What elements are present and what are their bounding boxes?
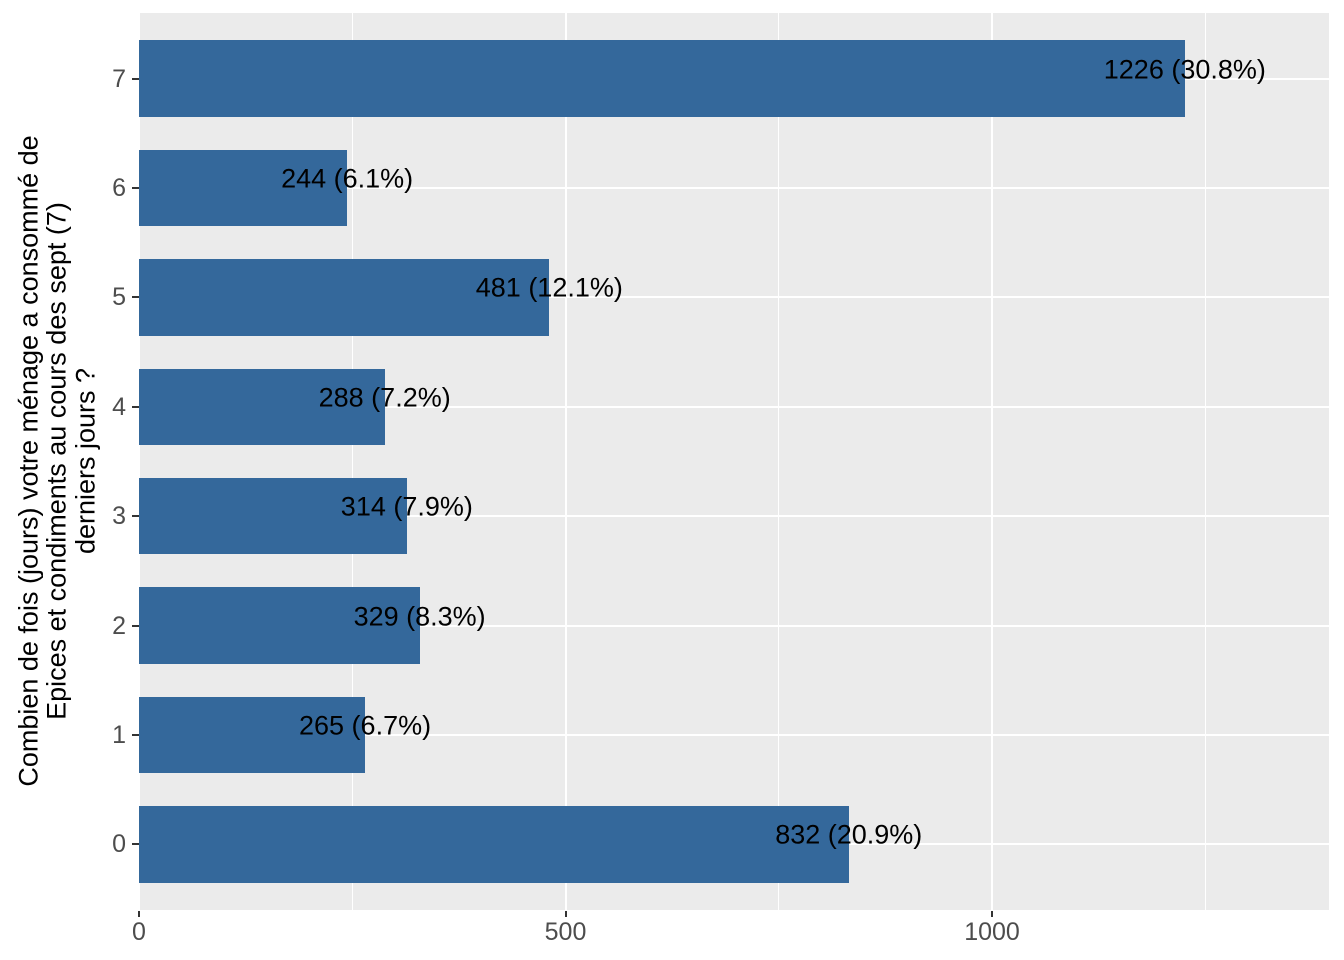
y-tick-mark [132, 296, 139, 299]
y-tick-mark [132, 843, 139, 846]
gridline-x-major [564, 13, 567, 910]
x-tick-mark [138, 911, 140, 917]
bar-value-label-3: 314 (7.9%) [340, 491, 473, 522]
x-tick-label-1000: 1000 [964, 918, 1020, 946]
y-tick-mark [132, 187, 139, 190]
plot-panel: 1226 (30.8%) 244 (6.1%) 481 (12.1%) 288 (7.… [139, 13, 1329, 910]
x-tick-label-0: 0 [132, 918, 146, 946]
bar-value-label-0: 832 (20.9%) [775, 819, 923, 850]
bar-7 [139, 40, 1185, 117]
y-tick-label-0: 0 [112, 830, 126, 859]
bar-value-label-1: 265 (6.7%) [299, 710, 432, 741]
bar-5 [139, 259, 550, 336]
y-tick-label-4: 4 [112, 392, 126, 421]
y-tick-label-6: 6 [112, 174, 126, 203]
bar-value-label-2: 329 (8.3%) [353, 601, 486, 632]
gridline-y-major [139, 515, 1329, 518]
y-tick-label-3: 3 [112, 502, 126, 531]
bar-1 [139, 696, 366, 774]
bar-value-label-4: 288 (7.2%) [318, 382, 451, 413]
gridline-x-major [139, 13, 140, 910]
bar-0 [139, 806, 849, 883]
y-tick-mark [132, 405, 139, 408]
bar-3 [139, 477, 407, 555]
y-tick-label-7: 7 [112, 64, 126, 93]
gridline-x-minor [351, 13, 353, 910]
x-tick-mark [564, 911, 567, 917]
y-tick-mark [132, 77, 139, 80]
y-tick-mark [132, 624, 139, 627]
y-tick-mark [132, 733, 139, 736]
gridline-y-major [139, 624, 1329, 627]
y-axis-title: Combien de fois (jours) votre ménage a c… [13, 135, 101, 787]
x-tick-mark [991, 911, 994, 917]
bar-value-label-7: 1226 (30.8%) [1103, 54, 1266, 85]
x-tick-label-500: 500 [544, 918, 587, 946]
bar-2 [139, 587, 420, 664]
gridline-y-major [139, 187, 1329, 190]
gridline-y-major [139, 296, 1329, 299]
y-tick-label-1: 1 [112, 720, 126, 749]
gridline-x-minor [778, 13, 780, 910]
gridline-y-major [139, 733, 1329, 736]
gridline-y-major [139, 405, 1329, 408]
y-tick-label-2: 2 [112, 611, 126, 640]
y-tick-label-5: 5 [112, 283, 126, 312]
gridline-x-minor [1204, 13, 1206, 910]
y-tick-mark [132, 515, 139, 518]
bar-value-label-6: 244 (6.1%) [281, 163, 414, 194]
bar-4 [139, 368, 385, 446]
bar-6 [139, 149, 348, 227]
bar-value-label-5: 481 (12.1%) [475, 272, 623, 303]
gridline-x-major [991, 13, 994, 910]
